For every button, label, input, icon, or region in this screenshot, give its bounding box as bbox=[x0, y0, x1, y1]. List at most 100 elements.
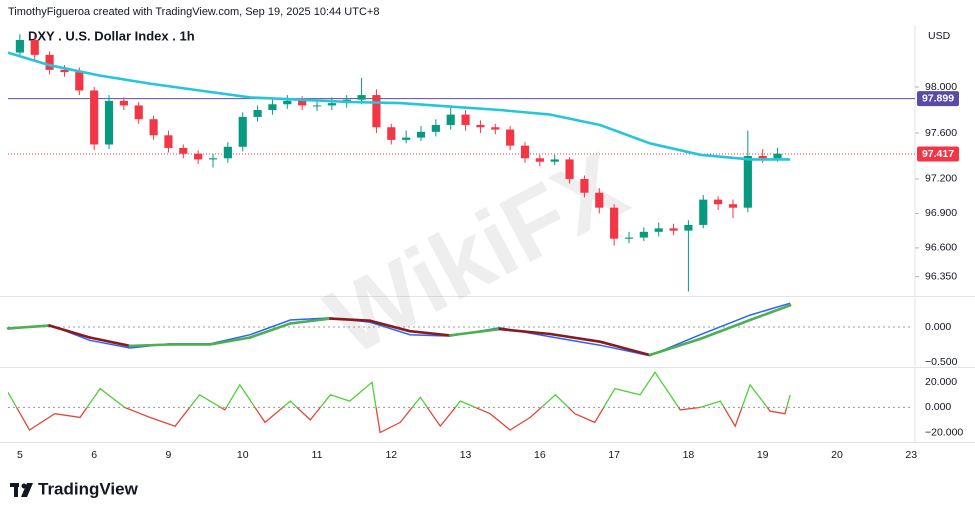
candle-body bbox=[253, 110, 262, 117]
signal-segment bbox=[548, 332, 602, 343]
candle-body bbox=[446, 114, 455, 125]
x-tick-label: 23 bbox=[905, 449, 917, 461]
signal-segment bbox=[208, 336, 252, 346]
candle-body bbox=[119, 100, 128, 106]
price-label: 97.417 bbox=[922, 148, 954, 160]
candle-body bbox=[104, 100, 114, 145]
candle-body bbox=[684, 224, 693, 231]
x-tick-label: 9 bbox=[166, 449, 172, 461]
logo-glyph bbox=[21, 483, 33, 497]
candle-body bbox=[491, 127, 500, 130]
candle-body bbox=[416, 131, 426, 138]
x-tick-label: 6 bbox=[91, 449, 97, 461]
y-tick-label: −0.500 bbox=[925, 356, 958, 368]
candle-body bbox=[357, 95, 366, 100]
candle-body bbox=[134, 105, 143, 120]
chart-title: DXY . U.S. Dollar Index . 1h bbox=[28, 28, 195, 43]
oscillator-line-below bbox=[15, 407, 788, 434]
currency-label: USD bbox=[928, 30, 951, 42]
candle-body bbox=[743, 155, 752, 208]
candle-body bbox=[30, 39, 39, 55]
moving-average bbox=[7, 51, 791, 161]
y-tick-label: 97.600 bbox=[925, 127, 957, 139]
signal-segment bbox=[408, 329, 452, 337]
candle-body bbox=[298, 100, 307, 106]
candle-body bbox=[461, 114, 470, 125]
candle-body bbox=[610, 207, 619, 239]
y-tick-label: −20.000 bbox=[925, 426, 963, 438]
candle-body bbox=[758, 155, 767, 159]
candle-body bbox=[312, 105, 322, 107]
logo: TradingView bbox=[10, 479, 139, 498]
candle-body bbox=[402, 137, 411, 140]
x-tick-label: 18 bbox=[683, 449, 695, 461]
candle-body bbox=[520, 145, 530, 159]
signal-segment bbox=[48, 324, 92, 339]
signal-segment bbox=[748, 303, 792, 322]
candle-body bbox=[699, 199, 708, 225]
x-tick-label: 16 bbox=[534, 449, 546, 461]
x-tick-label: 19 bbox=[757, 449, 769, 461]
candle-body bbox=[15, 39, 24, 53]
signal-segment bbox=[368, 319, 412, 333]
candle-body bbox=[669, 228, 678, 231]
candle-body bbox=[506, 129, 515, 146]
candle-body bbox=[565, 159, 574, 179]
price-label: 97.899 bbox=[922, 92, 954, 104]
y-tick-label: 96.900 bbox=[925, 207, 957, 219]
y-tick-label: 98.000 bbox=[925, 81, 957, 93]
signal-segment bbox=[288, 317, 332, 325]
candle-body bbox=[208, 158, 218, 160]
candle-body bbox=[773, 153, 782, 159]
y-tick-label: 96.350 bbox=[925, 270, 957, 282]
candle-body bbox=[268, 104, 277, 111]
brand: TradingView bbox=[38, 479, 139, 498]
y-tick-label: 0.000 bbox=[925, 401, 951, 413]
logo-glyph bbox=[14, 483, 18, 497]
x-tick-label: 13 bbox=[460, 449, 472, 461]
candle-body bbox=[283, 100, 292, 105]
x-tick-label: 10 bbox=[237, 449, 249, 461]
y-tick-label: 0.000 bbox=[925, 321, 951, 333]
signal-segment bbox=[128, 343, 172, 348]
signal-segment bbox=[698, 318, 752, 341]
candle-body bbox=[728, 204, 738, 208]
candle-body bbox=[714, 199, 723, 205]
plot-area: 5 6 9 10 11 12 13 16 17 18 19 20 23 98.000 97.600 97.20… bbox=[6, 34, 963, 461]
candle-body bbox=[476, 124, 485, 128]
candle-body bbox=[639, 231, 648, 238]
price-label-box bbox=[917, 146, 959, 162]
signal-segment bbox=[6, 324, 51, 330]
x-tick-label: 20 bbox=[831, 449, 843, 461]
candle-body bbox=[194, 153, 203, 160]
candle-body bbox=[431, 124, 440, 132]
y-tick-label: 97.200 bbox=[925, 173, 957, 185]
candle-body bbox=[550, 159, 559, 162]
x-tick-label: 5 bbox=[17, 449, 23, 461]
y-tick-label: 96.600 bbox=[925, 242, 957, 254]
candle-body bbox=[75, 72, 84, 91]
candle-body bbox=[223, 146, 232, 159]
x-tick-label: 12 bbox=[385, 449, 397, 461]
signal-segment bbox=[329, 317, 372, 322]
candle-body bbox=[580, 178, 589, 193]
signal-segment bbox=[88, 336, 132, 348]
price-label-box bbox=[917, 91, 959, 107]
signal-segment bbox=[598, 340, 652, 357]
signal-segment bbox=[648, 337, 702, 357]
y-tick-label: 20.000 bbox=[925, 376, 957, 388]
signal-segment bbox=[248, 322, 292, 339]
candle-body bbox=[179, 147, 188, 154]
candle-body bbox=[535, 158, 544, 162]
signal-segment bbox=[498, 327, 552, 336]
signal-segment bbox=[448, 327, 502, 337]
candle-body bbox=[149, 119, 158, 136]
x-tick-label: 17 bbox=[608, 449, 620, 461]
attribution: TimothyFigueroa created with TradingView… bbox=[8, 6, 379, 18]
candle-body bbox=[90, 90, 99, 145]
candle-body bbox=[164, 135, 173, 148]
x-tick-label: 11 bbox=[312, 449, 323, 461]
candle-body bbox=[595, 192, 604, 208]
candle-body bbox=[654, 228, 663, 232]
